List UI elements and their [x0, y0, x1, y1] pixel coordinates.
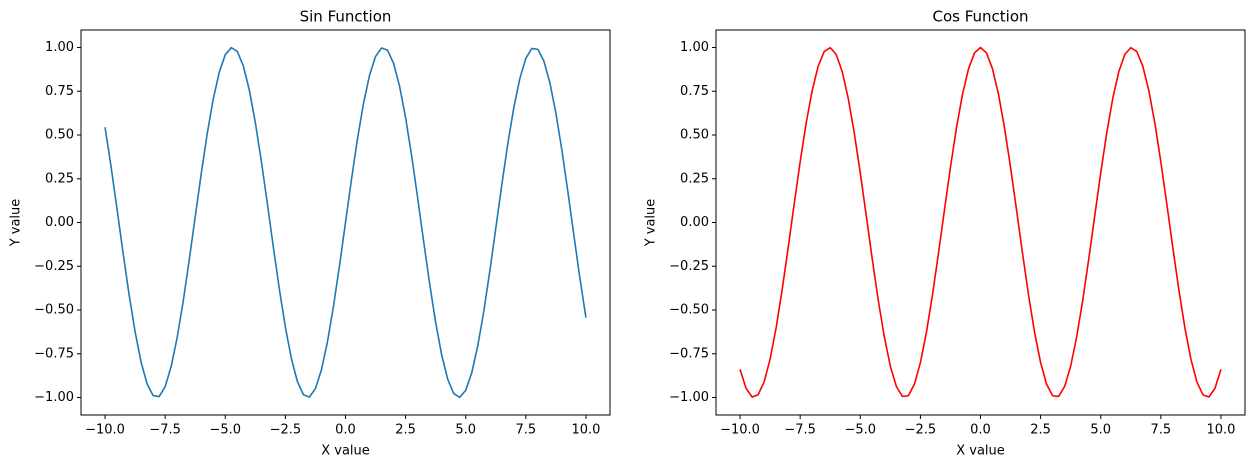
- y-axis-label: Y value: [9, 199, 24, 248]
- x-axis-label: X value: [321, 444, 370, 459]
- y-tick-label: −0.25: [669, 259, 709, 274]
- x-axis-label: X value: [956, 444, 1005, 459]
- x-tick-label: −10.0: [720, 423, 760, 438]
- y-tick-label: 0.50: [45, 128, 74, 143]
- x-tick-label: 10.0: [1206, 423, 1235, 438]
- y-tick-label: −0.75: [669, 346, 709, 361]
- y-tick-label: 0.25: [45, 171, 74, 186]
- y-tick-label: −0.50: [34, 303, 74, 318]
- y-axis-label: Y value: [644, 199, 659, 248]
- x-tick-label: 10.0: [571, 423, 600, 438]
- chart-title: Sin Function: [300, 8, 392, 26]
- x-tick-label: −2.5: [905, 423, 937, 438]
- x-tick-label: −10.0: [85, 423, 125, 438]
- axes-frame: [80, 29, 611, 416]
- y-tick-label: −0.25: [34, 259, 74, 274]
- x-tick-label: 2.5: [395, 423, 416, 438]
- y-tick-label: 1.00: [45, 40, 74, 55]
- y-tick-label: −0.50: [669, 303, 709, 318]
- y-tick-label: 0.75: [45, 84, 74, 99]
- y-tick-label: 1.00: [680, 40, 709, 55]
- x-tick-label: 5.0: [1090, 423, 1111, 438]
- x-tick-label: −2.5: [270, 423, 302, 438]
- x-tick-label: 7.5: [515, 423, 536, 438]
- x-tick-label: 7.5: [1150, 423, 1171, 438]
- y-tick-label: −1.00: [34, 390, 74, 405]
- y-tick-label: 0.00: [45, 215, 74, 230]
- axes-frame: [715, 29, 1246, 416]
- y-tick-label: −1.00: [669, 390, 709, 405]
- y-tick-label: 0.50: [680, 128, 709, 143]
- y-tick-label: 0.75: [680, 84, 709, 99]
- line-series: [104, 46, 587, 399]
- x-tick-label: 0.0: [335, 423, 356, 438]
- x-tick-label: −7.5: [784, 423, 816, 438]
- x-tick-label: −5.0: [209, 423, 241, 438]
- y-tick-label: 0.00: [680, 215, 709, 230]
- x-tick-label: −7.5: [149, 423, 181, 438]
- y-tick-label: 0.25: [680, 171, 709, 186]
- x-tick-label: 2.5: [1030, 423, 1051, 438]
- y-tick-label: −0.75: [34, 346, 74, 361]
- x-tick-label: −5.0: [844, 423, 876, 438]
- x-tick-label: 0.0: [970, 423, 991, 438]
- x-tick-label: 5.0: [455, 423, 476, 438]
- chart-title: Cos Function: [932, 8, 1028, 26]
- line-series: [739, 46, 1222, 398]
